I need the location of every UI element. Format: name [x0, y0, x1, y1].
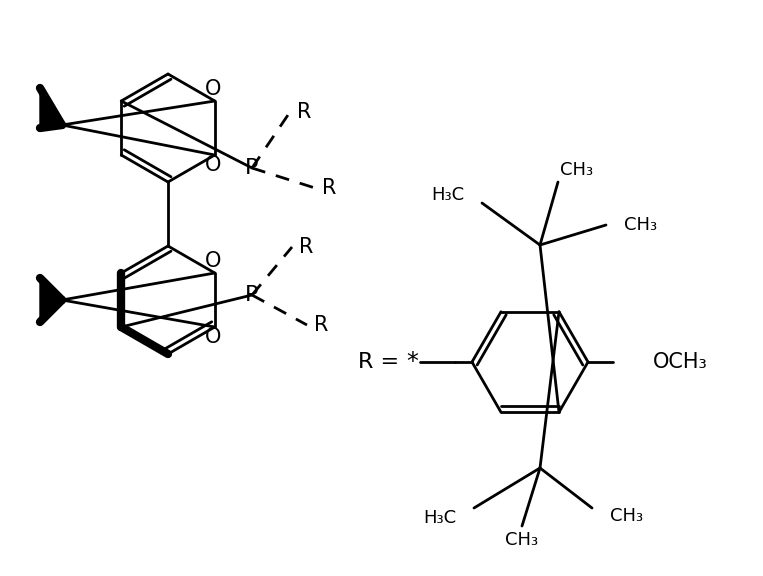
Text: R: R	[314, 315, 328, 335]
Text: CH₃: CH₃	[610, 507, 643, 525]
Text: CH₃: CH₃	[560, 161, 593, 179]
Text: CH₃: CH₃	[624, 216, 657, 234]
Text: O: O	[204, 327, 221, 347]
Text: R =: R =	[358, 352, 399, 372]
Text: R: R	[297, 102, 311, 122]
Text: OCH₃: OCH₃	[653, 352, 708, 372]
Text: O: O	[204, 155, 221, 175]
Text: *: *	[406, 350, 418, 374]
Text: CH₃: CH₃	[505, 531, 539, 549]
Text: O: O	[204, 79, 221, 99]
Text: P: P	[246, 158, 259, 178]
Text: H₃C: H₃C	[431, 186, 464, 204]
Text: H₃C: H₃C	[423, 509, 456, 527]
Text: P: P	[246, 285, 259, 305]
Text: R: R	[322, 178, 336, 198]
Polygon shape	[40, 280, 62, 320]
Text: R: R	[299, 237, 313, 257]
Polygon shape	[40, 90, 62, 126]
Text: O: O	[204, 251, 221, 271]
